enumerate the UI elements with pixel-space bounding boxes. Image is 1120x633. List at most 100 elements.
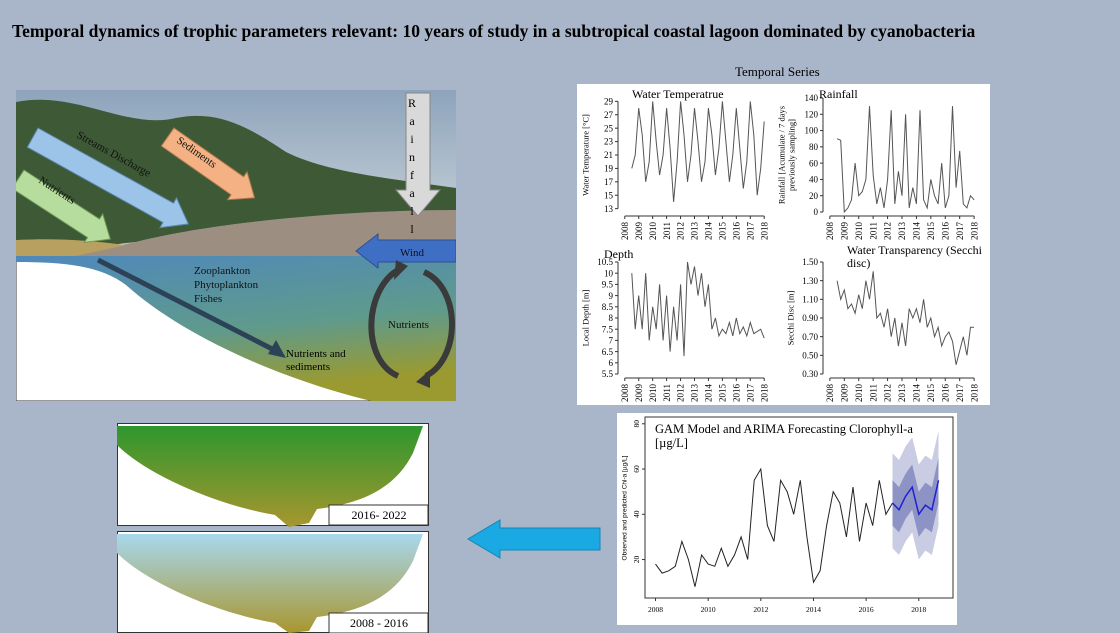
- x-tick-label: 2018: [969, 222, 979, 241]
- x-tick-label: 2015: [718, 384, 728, 403]
- y-tick-label: 0.30: [802, 369, 818, 379]
- y-tick-label: 27: [604, 110, 614, 120]
- x-tick-label: 2011: [868, 384, 878, 402]
- y-tick-label: 80: [809, 142, 819, 152]
- x-tick-label: 2009: [634, 384, 644, 403]
- x-tick-label: 2012: [883, 222, 893, 240]
- series-line: [632, 101, 764, 201]
- x-tick-label: 2013: [690, 384, 700, 403]
- scenario-label: 2016- 2022: [352, 508, 407, 522]
- x-tick-label: 2008: [648, 605, 663, 614]
- transition-arrow: [466, 518, 602, 560]
- x-tick-label: 2008: [825, 222, 835, 241]
- x-tick-label: 2016: [859, 605, 874, 614]
- y-tick-label: 19: [604, 164, 614, 174]
- x-tick-label: 2013: [897, 384, 907, 403]
- scenario-diagram: 2016- 2022 2008 - 2016: [117, 423, 429, 633]
- y-axis-label: Local Depth [m]: [581, 252, 591, 384]
- x-tick-label: 2017: [745, 222, 755, 241]
- page-title: Temporal dynamics of trophic parameters …: [12, 20, 1102, 43]
- chart-title: Rainfall: [819, 88, 959, 101]
- y-tick-label: 5.5: [602, 369, 614, 379]
- y-tick-label: 6: [609, 358, 614, 368]
- y-axis-label: Rainfall [Acumulate / 7 days previously …: [778, 88, 797, 222]
- y-tick-label: 20: [632, 556, 641, 564]
- x-tick-label: 2017: [955, 384, 965, 403]
- x-tick-label: 2008: [620, 222, 630, 241]
- series-heading: Temporal Series: [735, 64, 820, 80]
- label: Nutrients: [388, 319, 429, 331]
- x-tick-label: 2014: [912, 222, 922, 241]
- lagoon-diagram: Streams Discharge Sediments Nutrients Wi…: [16, 90, 456, 401]
- series-line: [837, 271, 974, 364]
- y-tick-label: 1.30: [802, 276, 818, 286]
- x-tick-label: 2018: [969, 384, 979, 403]
- rainfall-label: Rainfall: [404, 96, 419, 240]
- y-tick-label: 40: [809, 175, 819, 185]
- y-tick-label: 9: [609, 291, 614, 301]
- y-tick-label: 1.10: [802, 294, 818, 304]
- x-tick-label: 2015: [926, 384, 936, 403]
- y-tick-label: 60: [632, 465, 641, 473]
- x-tick-label: 2015: [926, 222, 936, 241]
- x-tick-label: 2018: [759, 222, 769, 241]
- y-tick-label: 7.5: [602, 324, 614, 334]
- y-tick-label: 17: [604, 177, 614, 187]
- y-tick-label: 80: [632, 420, 641, 428]
- y-axis-label: Secchi Disc [m]: [786, 252, 796, 384]
- x-tick-label: 2016: [731, 384, 741, 403]
- y-tick-label: 29: [604, 97, 614, 107]
- x-tick-label: 2016: [940, 222, 950, 241]
- series-line: [632, 262, 764, 356]
- x-tick-label: 2010: [854, 384, 864, 403]
- y-tick-label: 60: [809, 158, 819, 168]
- x-tick-label: 2014: [806, 605, 821, 614]
- label: Zooplankton: [194, 265, 251, 277]
- x-tick-label: 2014: [704, 222, 714, 241]
- label: Wind: [400, 247, 424, 259]
- x-tick-label: 2009: [839, 384, 849, 403]
- x-tick-label: 2014: [912, 384, 922, 403]
- x-tick-label: 2009: [839, 222, 849, 241]
- scenario-label: 2008 - 2016: [350, 616, 408, 630]
- x-tick-label: 2015: [718, 222, 728, 241]
- y-tick-label: 40: [632, 510, 641, 518]
- y-tick-label: 8.5: [602, 302, 614, 312]
- series-line: [837, 106, 974, 212]
- y-tick-label: 1.50: [802, 257, 818, 267]
- x-tick-label: 2009: [634, 222, 644, 241]
- y-tick-label: 20: [809, 191, 819, 201]
- y-tick-label: 9.5: [602, 280, 614, 290]
- x-tick-label: 2012: [753, 605, 768, 614]
- page: Temporal dynamics of trophic parameters …: [0, 0, 1120, 633]
- y-tick-label: 0.90: [802, 313, 818, 323]
- x-tick-label: 2010: [648, 384, 658, 403]
- label: Fishes: [194, 293, 222, 305]
- x-tick-label: 2008: [825, 384, 835, 403]
- x-tick-label: 2010: [854, 222, 864, 241]
- x-tick-label: 2018: [759, 384, 769, 403]
- y-tick-label: 0: [814, 207, 819, 217]
- x-tick-label: 2011: [662, 222, 672, 240]
- y-tick-label: 100: [805, 126, 819, 136]
- chart-title: GAM Model and ARIMA Forecasting Clorophy…: [655, 423, 935, 450]
- chart-title: Depth: [604, 248, 744, 261]
- y-tick-label: 7: [609, 336, 614, 346]
- y-tick-label: 25: [604, 123, 614, 133]
- chart-title: Water Temperatrue: [632, 88, 772, 101]
- y-tick-label: 6.5: [602, 347, 614, 357]
- y-tick-label: 21: [604, 150, 613, 160]
- x-tick-label: 2014: [704, 384, 714, 403]
- x-tick-label: 2012: [676, 384, 686, 402]
- x-tick-label: 2011: [868, 222, 878, 240]
- x-tick-label: 2018: [911, 605, 926, 614]
- x-tick-label: 2017: [745, 384, 755, 403]
- y-tick-label: 140: [805, 93, 819, 103]
- x-tick-label: 2016: [940, 384, 950, 403]
- label: Phytoplankton: [194, 279, 259, 291]
- x-tick-label: 2012: [676, 222, 686, 240]
- x-tick-label: 2010: [701, 605, 716, 614]
- label: Nutrients and sediments: [286, 348, 366, 374]
- y-tick-label: 15: [604, 190, 614, 200]
- x-tick-label: 2012: [883, 384, 893, 402]
